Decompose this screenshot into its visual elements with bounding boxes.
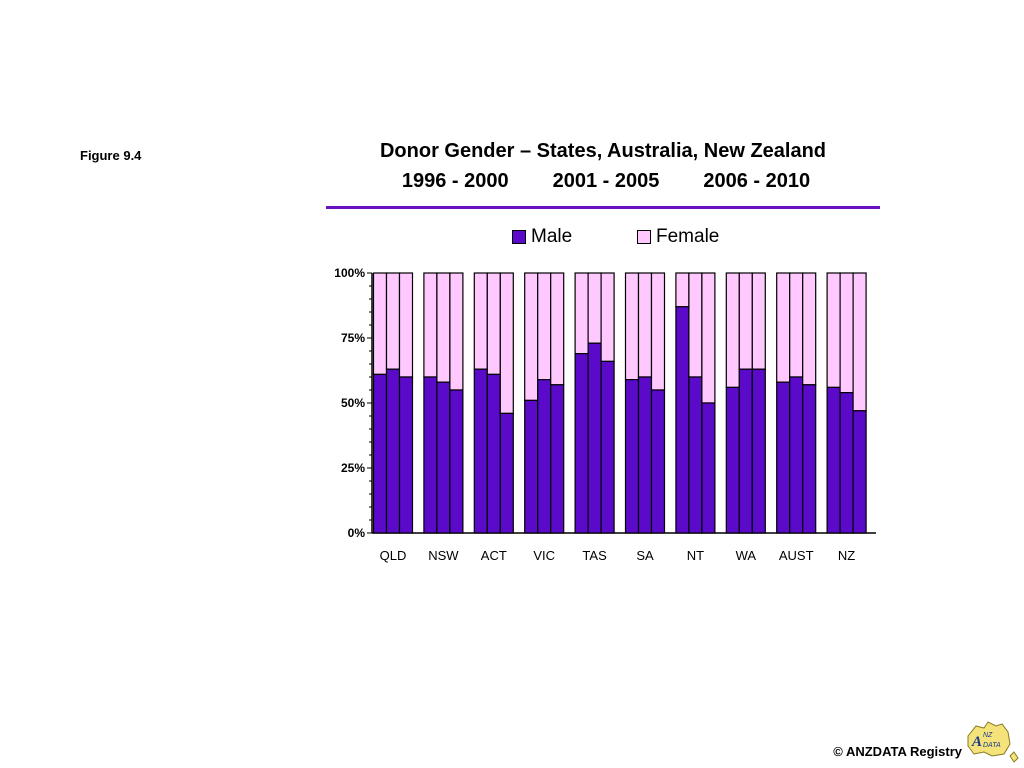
x-tick-label: VIC [533, 548, 555, 563]
copyright-footer: © ANZDATA Registry [833, 744, 962, 759]
bar-male [675, 306, 690, 534]
bar-female [789, 272, 804, 378]
bar-male [372, 373, 388, 534]
x-tick-label: TAS [582, 548, 607, 563]
bar-male [688, 376, 703, 534]
bar-male [537, 379, 552, 534]
period-label-3: 2006 - 2010 [703, 170, 811, 192]
svg-text:A: A [971, 734, 982, 750]
y-tick-label: 75% [341, 331, 365, 345]
svg-text:NZ: NZ [983, 732, 993, 739]
bar-male [398, 376, 414, 534]
bar-male [473, 368, 488, 534]
legend-item-female: Female [637, 226, 719, 248]
chart-legend: Male Female [0, 226, 1024, 250]
bar-female [423, 272, 438, 378]
period-label-2: 2001 - 2005 [552, 170, 660, 192]
bar-male [802, 384, 817, 534]
bar-female [499, 272, 514, 414]
bar-female [473, 272, 488, 370]
bar-female [688, 272, 703, 378]
bar-female [725, 272, 740, 389]
x-tick-label: SA [636, 548, 654, 563]
bar-female [738, 272, 753, 370]
bar-female [675, 272, 690, 308]
chart-subtitle: 1996 - 2000 2001 - 2005 2006 - 2010 [326, 166, 880, 196]
x-tick-label: ACT [481, 548, 507, 563]
bar-male [839, 392, 854, 534]
bar-male [486, 373, 501, 534]
bar-male [524, 399, 539, 534]
bar-female [537, 272, 552, 381]
bar-male [789, 376, 804, 534]
bar-male [423, 376, 438, 534]
legend-label-female: Female [656, 226, 720, 247]
bar-male [826, 386, 841, 534]
bar-male [852, 410, 867, 534]
period-label-1: 1996 - 2000 [401, 170, 509, 192]
bar-male [600, 360, 615, 534]
bar-female [372, 272, 388, 376]
bar-female [550, 272, 565, 386]
bar-female [776, 272, 791, 383]
x-tick-label: NSW [428, 548, 459, 563]
x-tick-label: WA [736, 548, 757, 563]
x-tick-label: QLD [380, 548, 407, 563]
legend-item-male: Male [512, 226, 572, 248]
bar-male [499, 412, 514, 534]
bar-female [385, 272, 401, 370]
x-tick-label: AUST [779, 548, 814, 563]
bar-male [624, 379, 640, 534]
bar-female [600, 272, 615, 363]
bar-female [839, 272, 854, 394]
bar-male [574, 353, 589, 534]
bar-female [574, 272, 589, 355]
svg-text:DATA: DATA [983, 742, 1001, 749]
title-divider [326, 206, 880, 209]
y-tick-label: 25% [341, 461, 365, 475]
bar-male [637, 376, 653, 534]
x-tick-label: NZ [838, 548, 855, 563]
y-tick-label: 50% [341, 396, 365, 410]
bar-female [650, 272, 666, 391]
bar-female [524, 272, 539, 402]
anzdata-logo: A NZ DATA [967, 721, 1019, 763]
bar-female [852, 272, 867, 412]
bar-male [650, 389, 666, 534]
bar-female [398, 272, 414, 378]
figure-label: Figure 9.4 [80, 148, 142, 163]
legend-swatch-male [512, 230, 526, 244]
y-tick-label: 0% [348, 526, 366, 540]
bar-female [751, 272, 766, 370]
chart-title-block: Donor Gender – States, Australia, New Ze… [326, 136, 880, 196]
bar-female [637, 272, 653, 378]
bar-female [436, 272, 451, 383]
bar-male [701, 402, 716, 534]
bar-male [725, 386, 740, 534]
bar-female [826, 272, 841, 389]
y-tick-label: 100% [334, 266, 365, 280]
bar-female [486, 272, 501, 376]
bar-male [385, 368, 401, 534]
bar-female [701, 272, 716, 404]
bar-female [802, 272, 817, 386]
bar-male [738, 368, 753, 534]
chart-title: Donor Gender – States, Australia, New Ze… [379, 140, 827, 162]
legend-label-male: Male [531, 226, 573, 247]
bar-male [776, 381, 791, 534]
bar-female [449, 272, 464, 391]
bar-male [751, 368, 766, 534]
bar-male [449, 389, 464, 534]
bar-female [624, 272, 640, 381]
legend-swatch-female [637, 230, 651, 244]
x-tick-label: NT [687, 548, 704, 563]
bar-female [587, 272, 602, 344]
bar-male [587, 342, 602, 534]
bar-male [550, 384, 565, 534]
bar-male [436, 381, 451, 534]
